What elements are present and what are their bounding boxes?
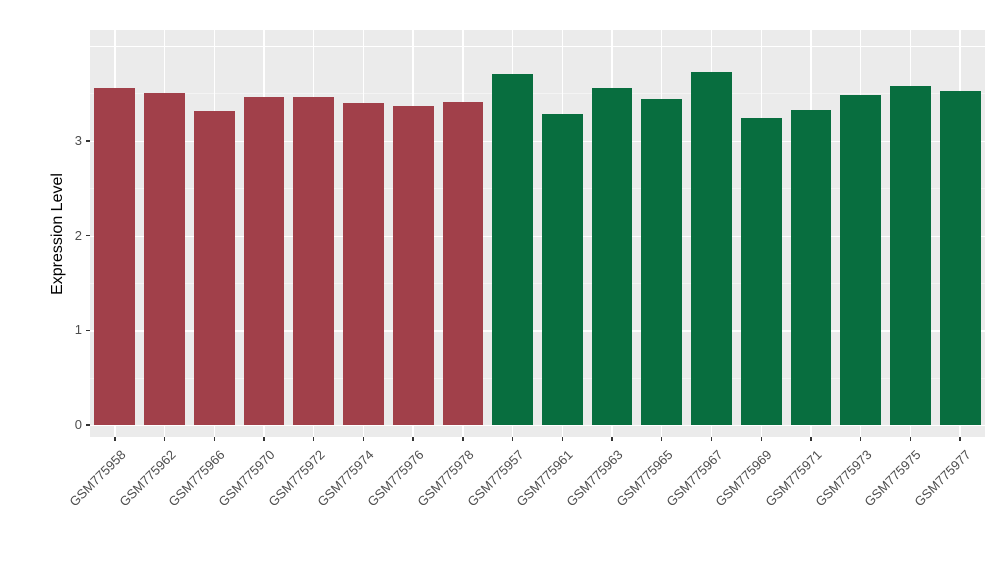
gridline-major — [90, 235, 985, 237]
bar-GSM775977 — [939, 90, 981, 425]
gridline-major — [90, 140, 985, 143]
gridline-major — [90, 425, 985, 427]
gridline-minor — [90, 188, 985, 189]
x-tick-mark — [661, 437, 663, 441]
bar-GSM775965 — [641, 99, 683, 425]
bar-GSM775966 — [193, 111, 235, 425]
bar-GSM775976 — [392, 105, 434, 425]
bar-GSM775970 — [243, 97, 285, 425]
bar-GSM775974 — [343, 102, 384, 425]
x-tick-mark — [313, 437, 315, 441]
x-tick-mark — [909, 437, 912, 441]
y-tick-mark — [86, 424, 90, 426]
gridline-minor — [90, 93, 985, 95]
gridline-minor — [90, 377, 985, 379]
x-tick-mark — [114, 437, 116, 441]
bar-GSM775971 — [790, 109, 832, 425]
y-tick-label: 0 — [74, 417, 82, 432]
bar-GSM775973 — [840, 95, 882, 425]
x-tick-mark — [859, 437, 862, 441]
x-tick-mark — [710, 437, 713, 441]
x-tick-mark — [462, 437, 464, 441]
bar-GSM775978 — [442, 102, 484, 425]
x-tick-mark — [561, 437, 564, 441]
x-tick-mark — [263, 437, 265, 441]
x-tick-mark — [810, 437, 812, 441]
y-tick-mark — [86, 140, 90, 142]
bar-GSM775969 — [740, 118, 782, 425]
bar-GSM775975 — [890, 85, 931, 425]
x-tick-mark — [362, 437, 365, 441]
bar-GSM775958 — [94, 87, 136, 425]
bar-GSM775972 — [293, 97, 335, 425]
x-tick-mark — [163, 437, 166, 441]
y-tick-label: 1 — [74, 322, 82, 338]
bar-GSM775967 — [691, 71, 732, 425]
x-tick-mark — [213, 437, 215, 441]
y-tick-mark — [86, 329, 90, 331]
x-tick-mark — [412, 437, 414, 441]
y-tick-mark — [86, 234, 90, 237]
gridline-major — [90, 330, 985, 332]
bar-GSM775963 — [591, 87, 633, 425]
bar-GSM775957 — [492, 73, 534, 425]
gridline-minor — [90, 282, 985, 284]
y-tick-label: 2 — [74, 227, 82, 243]
bar-GSM775961 — [541, 114, 583, 425]
gridline-major — [90, 46, 985, 48]
bar-GSM775962 — [144, 92, 185, 425]
y-tick-label: 3 — [74, 132, 82, 148]
x-tick-mark — [959, 437, 961, 441]
x-tick-mark — [760, 437, 762, 441]
x-tick-mark — [511, 437, 514, 441]
x-tick-mark — [611, 437, 613, 441]
plot-panel — [90, 30, 985, 437]
